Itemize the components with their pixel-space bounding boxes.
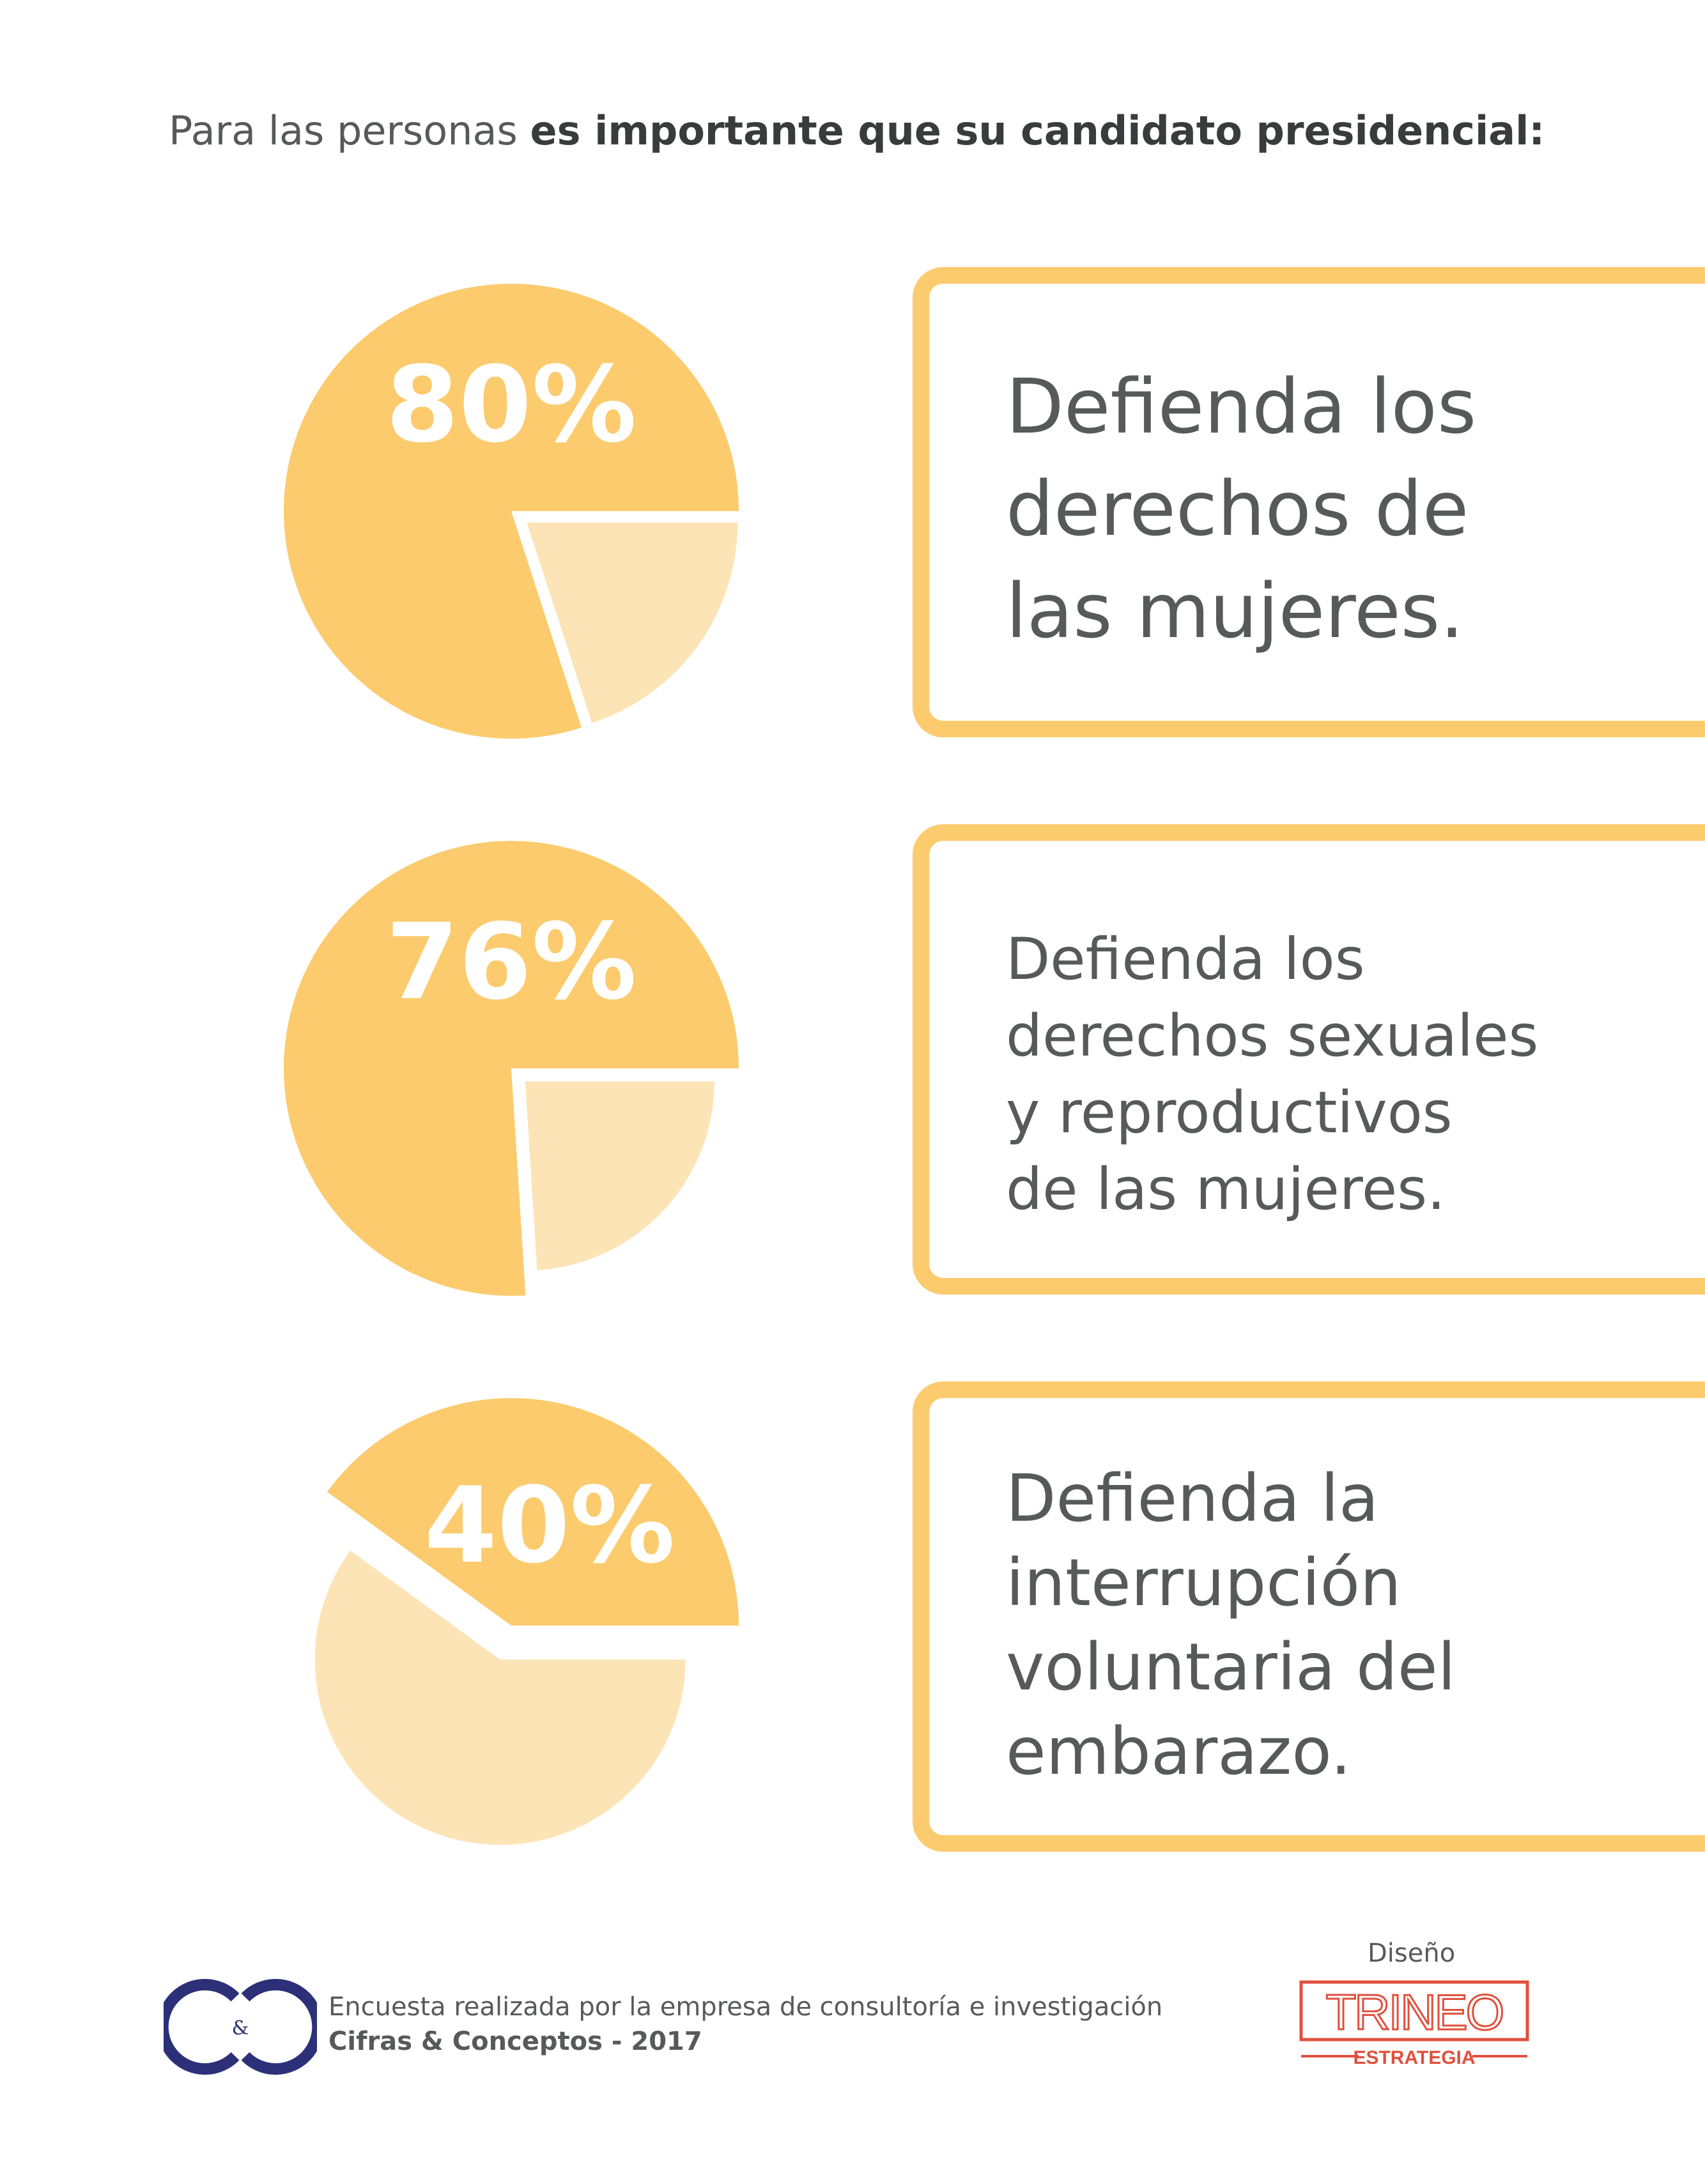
statement-card-2: Defienda los derechos sexuales y reprodu… — [913, 824, 1705, 1295]
cc-logo-icon: & — [157, 1979, 324, 2075]
statement-3-line: voluntaria del — [1006, 1629, 1456, 1705]
statement-card-1: Defienda los derechos de las mujeres. — [913, 267, 1705, 737]
pie-1-value-label: 80% — [386, 344, 637, 466]
pie-1-minor-slice — [527, 522, 738, 723]
trineo-logo-icon: TRINEO ESTRATEGIA — [1299, 1980, 1529, 2068]
pie-chart-1: 80% — [256, 256, 767, 767]
statement-3-line: interrupción — [1006, 1545, 1401, 1621]
pie-chart-3: 40% — [256, 1370, 767, 1881]
statement-text-2: Defienda los derechos sexuales y reprodu… — [1006, 921, 1538, 1228]
statement-3-line: embarazo. — [1006, 1714, 1352, 1790]
pie-2-value-label: 76% — [386, 901, 637, 1023]
survey-credit-line1: Encuesta realizada por la empresa de con… — [328, 1992, 1163, 2022]
statement-1-line: las mujeres. — [1006, 567, 1464, 655]
statement-3-line: Defienda la — [1006, 1461, 1379, 1537]
title-bold: es importante que su candidato presidenc… — [530, 107, 1545, 154]
statement-1-line: derechos de — [1006, 465, 1469, 553]
statement-2-line: Defienda los — [1006, 926, 1365, 993]
statement-2-line: y reproductivos — [1006, 1079, 1453, 1146]
statement-text-3: Defienda la interrupción voluntaria del … — [1006, 1457, 1456, 1794]
statement-2-line: de las mujeres. — [1006, 1156, 1446, 1223]
trineo-logo: TRINEO ESTRATEGIA — [1297, 1978, 1534, 2068]
statement-card-3: Defienda la interrupción voluntaria del … — [913, 1381, 1705, 1852]
pie-svg-1: 80% — [284, 283, 739, 739]
statement-2-line: derechos sexuales — [1006, 1003, 1539, 1070]
trineo-brand-text: TRINEO — [1326, 1984, 1503, 2040]
statement-text-1: Defienda los derechos de las mujeres. — [1006, 355, 1476, 662]
cifras-conceptos-logo: & — [157, 1969, 324, 2084]
pie-2-minor-slice — [525, 1081, 714, 1270]
page-title: Para las personas es importante que su c… — [169, 107, 1545, 154]
pie-2-major-slice — [283, 841, 739, 1296]
title-normal: Para las personas — [169, 107, 530, 154]
statement-1-line: Defienda los — [1006, 362, 1477, 450]
pie-3-major-slice — [327, 1398, 739, 1626]
pie-svg-3: 40% — [314, 1398, 739, 1845]
trineo-sub-text: ESTRATEGIA — [1353, 2047, 1475, 2068]
survey-credit: Encuesta realizada por la empresa de con… — [328, 1990, 1162, 2059]
logo-ampersand: & — [232, 2017, 249, 2040]
pie-3-minor-slice — [314, 1550, 686, 1845]
design-label: Diseño — [1368, 1939, 1456, 1968]
survey-credit-line2: Cifras & Conceptos - 2017 — [328, 2027, 702, 2056]
pie-3-value-label: 40% — [424, 1465, 675, 1587]
pie-chart-2: 76% — [256, 813, 767, 1324]
pie-svg-2: 76% — [283, 841, 739, 1296]
pie-1-major-slice — [284, 283, 739, 739]
